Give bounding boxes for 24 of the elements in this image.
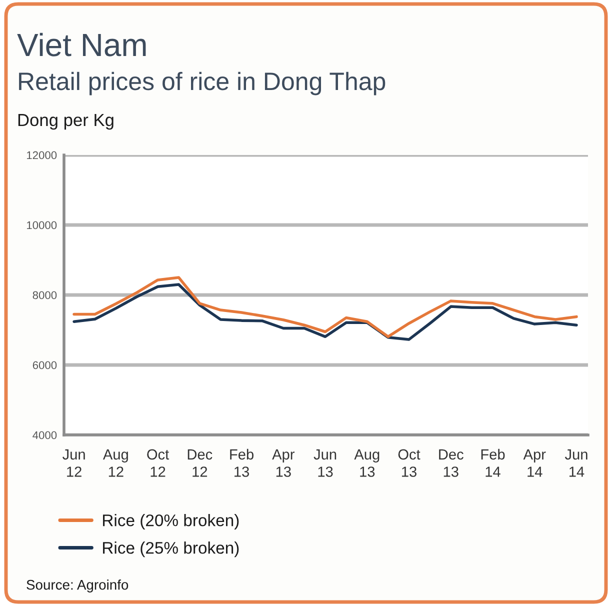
y-tick-label: 6000	[32, 361, 57, 370]
y-tick-label: 4000	[32, 431, 57, 440]
x-tick-label: Jun 13	[314, 449, 336, 477]
x-tick-label: Aug 12	[102, 449, 128, 477]
x-tick-label: Aug 13	[354, 449, 380, 477]
x-tick-label: Dec 12	[188, 449, 212, 477]
source-note: Source: Agroinfo	[26, 580, 128, 592]
y-tick-label: 8000	[32, 291, 57, 300]
x-tick-label: Feb 14	[481, 448, 505, 477]
legend-label: Rice (25% broken)	[103, 542, 239, 558]
x-tick-label: Jun 14	[564, 449, 588, 477]
chart-title: Viet Nam	[17, 32, 146, 56]
y-axis-title: Dong per Kg	[18, 114, 114, 130]
chart-subtitle: Retail prices of rice in Dong Thap	[19, 72, 386, 96]
x-tick-label: Dec 13	[439, 449, 464, 477]
x-tick-label: Oct 13	[398, 449, 420, 477]
x-tick-label: Feb 13	[230, 448, 254, 477]
y-tick-label: 12000	[27, 151, 57, 160]
x-tick-label: Apr 13	[272, 449, 295, 477]
x-tick-label: Apr 14	[523, 449, 546, 477]
y-tick-label: 10000	[27, 221, 57, 230]
x-tick-label: Jun 12	[62, 449, 85, 477]
legend-label: Rice (20% broken)	[103, 514, 239, 530]
x-tick-label: Oct 12	[147, 449, 170, 477]
